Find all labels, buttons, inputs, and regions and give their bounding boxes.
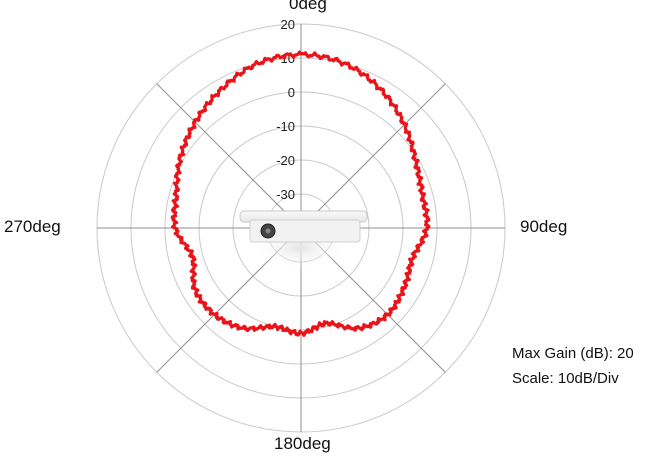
angle-label-0: 0deg bbox=[289, 0, 327, 13]
angle-label-180: 180deg bbox=[274, 434, 331, 453]
radial-tick-label: 20 bbox=[281, 17, 295, 32]
radial-tick-label: 0 bbox=[288, 85, 295, 100]
max-gain-text: Max Gain (dB): 20 bbox=[512, 345, 634, 362]
chart-info: Max Gain (dB): 20 Scale: 10dB/Div bbox=[512, 341, 634, 391]
radiation-pattern-line bbox=[170, 50, 431, 337]
angle-label-90: 90deg bbox=[520, 217, 568, 236]
device-image bbox=[239, 210, 368, 270]
radial-tick-label: -10 bbox=[276, 119, 295, 134]
radial-tick-label: -30 bbox=[276, 187, 295, 202]
radial-tick-label: -20 bbox=[276, 153, 295, 168]
angle-label-270: 270deg bbox=[4, 217, 61, 236]
device-base bbox=[249, 219, 361, 243]
grid-spoke bbox=[156, 83, 302, 229]
grid-spoke bbox=[300, 83, 446, 229]
scale-text: Scale: 10dB/Div bbox=[512, 370, 619, 387]
